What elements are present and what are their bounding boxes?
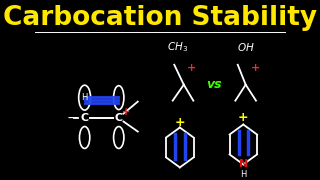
Text: C: C [115, 112, 123, 123]
Text: N: N [239, 159, 248, 169]
Text: $OH$: $OH$ [237, 41, 254, 53]
Text: C: C [81, 112, 89, 123]
Text: +: + [174, 116, 185, 129]
Text: +: + [187, 63, 196, 73]
Text: $\mathit{C}H_3$: $\mathit{C}H_3$ [167, 40, 188, 54]
Text: +: + [238, 111, 249, 124]
Text: H: H [82, 93, 88, 102]
Text: vs: vs [206, 78, 222, 91]
Text: +: + [251, 63, 260, 73]
Text: Carbocation Stability: Carbocation Stability [3, 5, 317, 31]
Text: −: − [66, 111, 78, 125]
Text: +: + [122, 107, 130, 117]
Text: H: H [240, 170, 246, 179]
